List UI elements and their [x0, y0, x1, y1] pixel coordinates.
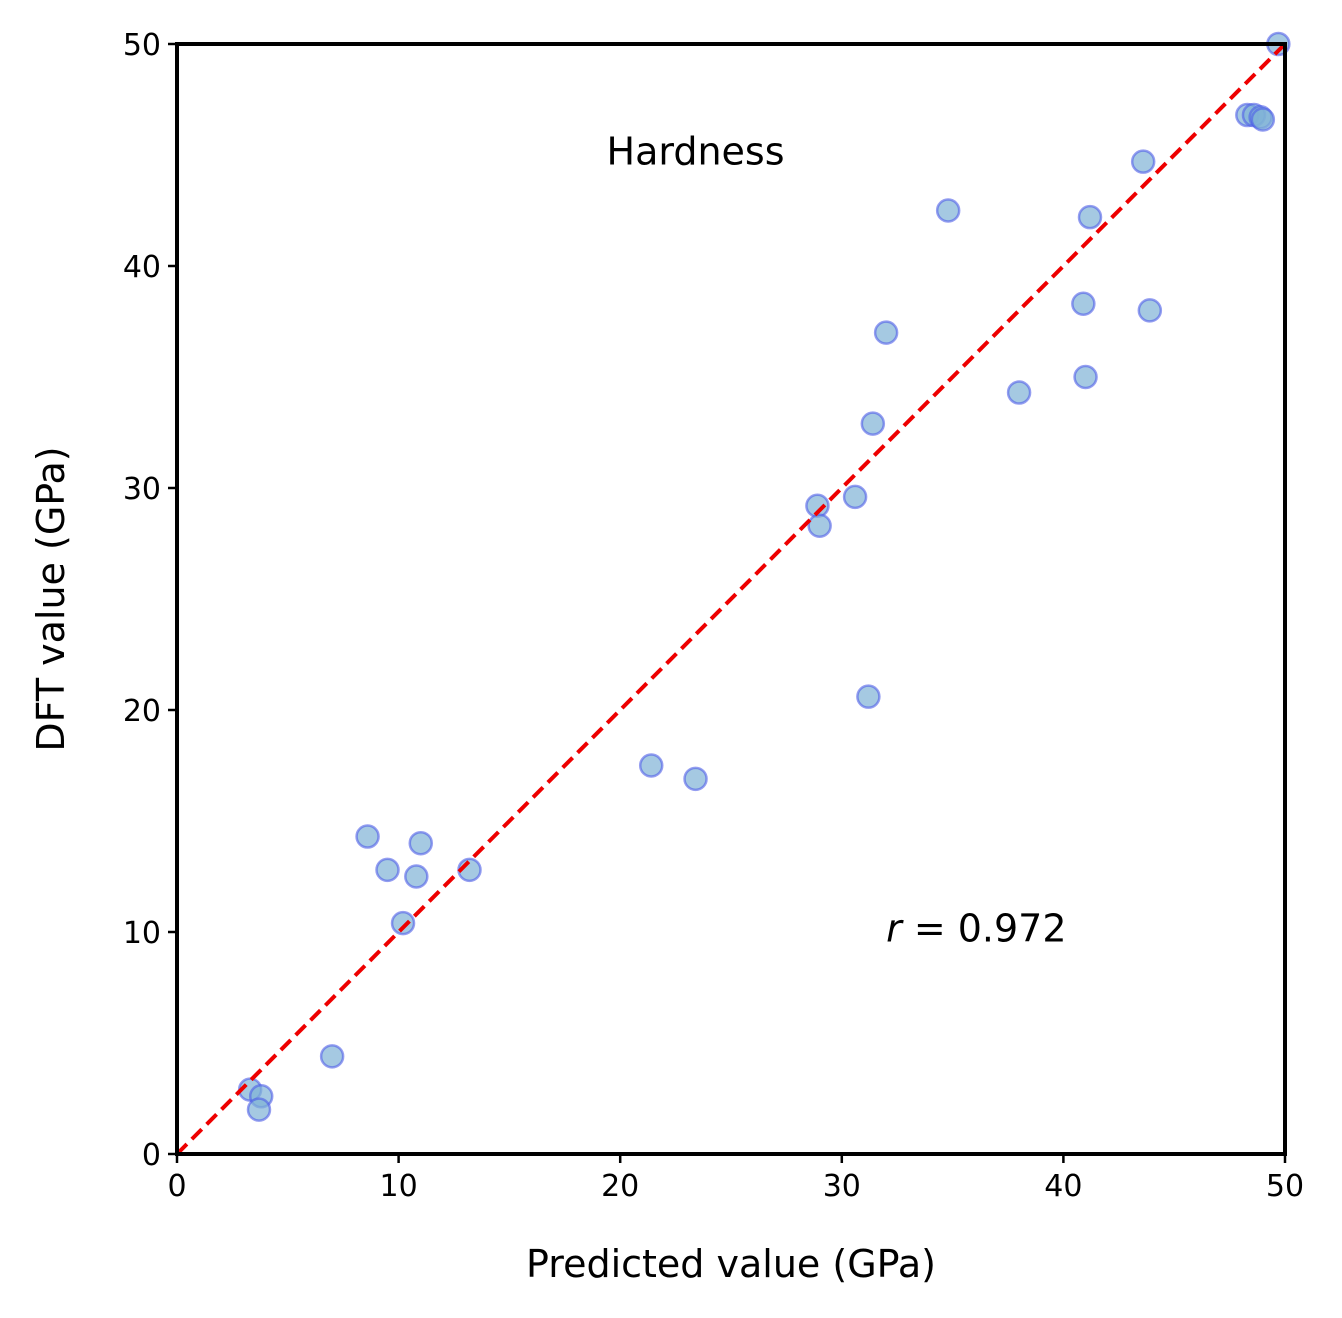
data-point	[1250, 107, 1276, 132]
x-axis: 0 10 20 30 40 50	[167, 1154, 1304, 1204]
data-point	[319, 1044, 345, 1069]
data-point	[1073, 364, 1098, 390]
data-point	[935, 198, 961, 223]
x-tick-label: 10	[380, 1169, 418, 1204]
data-point	[1006, 380, 1032, 405]
data-point	[390, 910, 416, 936]
x-tick-label: 40	[1044, 1169, 1082, 1204]
data-point	[1077, 204, 1103, 230]
annotation-title: Hardness	[607, 130, 785, 174]
plot-frame	[175, 42, 1287, 1156]
y-tick-label: 40	[123, 250, 161, 285]
y-axis: 0 10 20 30 40 50	[123, 28, 177, 1173]
data-point	[1071, 291, 1096, 316]
data-point	[355, 824, 380, 849]
y-tick-label: 10	[123, 916, 161, 951]
x-tick-label: 50	[1266, 1169, 1304, 1204]
reference-line	[175, 42, 1287, 1156]
data-point	[1137, 298, 1163, 323]
y-tick-label: 50	[123, 28, 161, 63]
y-axis-label: DFT value (GPa)	[29, 446, 73, 751]
data-point	[246, 1097, 272, 1122]
correlation-value: = 0.972	[902, 907, 1067, 951]
x-tick-label: 0	[167, 1169, 186, 1204]
data-point	[860, 411, 886, 436]
data-point	[856, 684, 881, 709]
y-tick-label: 20	[123, 694, 161, 729]
points-layer	[237, 31, 1291, 1122]
data-point	[638, 753, 664, 778]
data-point	[375, 857, 400, 883]
data-point	[1130, 149, 1156, 174]
x-axis-label: Predicted value (GPa)	[526, 1242, 936, 1286]
correlation-annotation: r = 0.972	[886, 907, 1066, 951]
data-point	[873, 320, 899, 345]
correlation-symbol: r	[886, 907, 904, 951]
y-tick-label: 0	[142, 1138, 161, 1173]
data-point	[807, 513, 832, 538]
data-point	[683, 766, 708, 792]
x-tick-label: 30	[823, 1169, 861, 1204]
data-point	[408, 830, 434, 856]
y-tick-label: 30	[123, 472, 161, 507]
x-tick-label: 20	[601, 1169, 639, 1204]
data-point	[842, 484, 868, 510]
data-point	[404, 864, 429, 889]
